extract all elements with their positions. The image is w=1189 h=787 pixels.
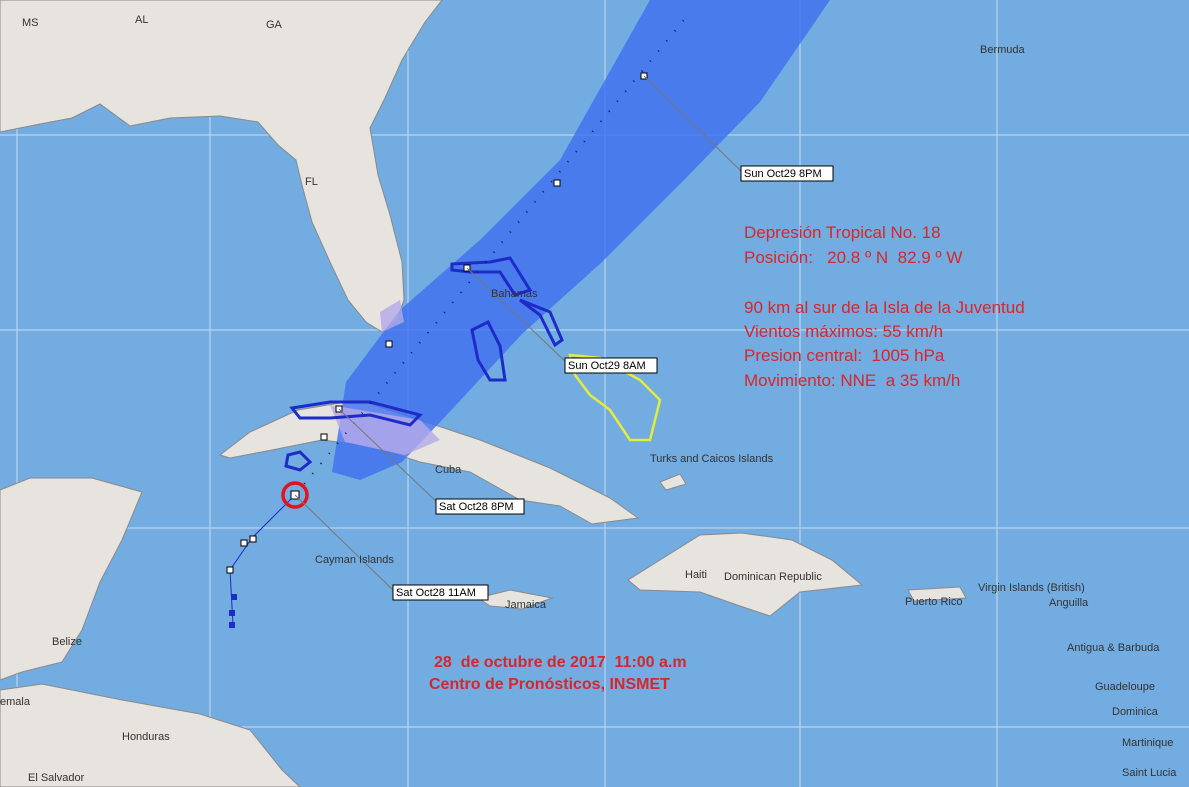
- place-label: emala: [0, 696, 31, 708]
- place-labels: MS AL GA Bermuda FL Bahamas Turks and Ca…: [0, 14, 1177, 784]
- place-label: Honduras: [122, 731, 170, 743]
- place-label: Bahamas: [491, 288, 538, 300]
- info-line: Depresión Tropical No. 18: [744, 223, 941, 242]
- track: [226, 14, 689, 628]
- info-line: Movimiento: NNE a 35 km/h: [744, 371, 960, 390]
- forecast-time-boxes: Sun Oct29 8PM Sun Oct29 8AM Sat Oct28 8P…: [392, 165, 834, 601]
- land: [0, 0, 967, 787]
- info-line: Vientos máximos: 55 km/h: [744, 322, 943, 341]
- forecast-time: Sat Oct28 8PM: [439, 501, 514, 513]
- info-line: Posición: 20.8 º N 82.9 º W: [744, 248, 962, 267]
- forecast-time: Sun Oct29 8AM: [568, 360, 646, 372]
- place-label: Guadeloupe: [1095, 681, 1155, 693]
- place-label: Belize: [52, 636, 82, 648]
- place-label: Cuba: [435, 464, 462, 476]
- footer-source: Centro de Pronósticos, INSMET: [429, 676, 670, 693]
- cone-over-land: [380, 300, 404, 332]
- place-label: Haiti: [685, 569, 707, 581]
- forecast-cone: [332, 0, 830, 480]
- cone-over-land: [330, 405, 440, 455]
- place-label: Turks and Caicos Islands: [650, 453, 774, 465]
- leader-lines: [294, 75, 743, 593]
- info-block: Depresión Tropical No. 18 Posición: 20.8…: [744, 223, 1025, 390]
- place-label: Cayman Islands: [315, 554, 394, 566]
- place-label: AL: [135, 14, 148, 26]
- place-label: Jamaica: [505, 599, 547, 611]
- warning-areas: [284, 256, 564, 472]
- place-label: El Salvador: [28, 772, 85, 784]
- info-line: Presion central: 1005 hPa: [744, 346, 945, 365]
- place-label: FL: [305, 176, 318, 188]
- place-label: Anguilla: [1049, 597, 1089, 609]
- place-label: Dominica: [1112, 706, 1159, 718]
- place-label: Puerto Rico: [905, 596, 962, 608]
- info-line: 90 km al sur de la Isla de la Juventud: [744, 298, 1025, 317]
- place-label: Saint Lucia: [1122, 767, 1177, 779]
- place-label: Martinique: [1122, 737, 1173, 749]
- forecast-time: Sat Oct28 11AM: [396, 587, 476, 599]
- place-label: Antigua & Barbuda: [1067, 642, 1160, 654]
- place-label: GA: [266, 19, 283, 31]
- place-label: Dominican Republic: [724, 571, 822, 583]
- place-label: MS: [22, 17, 39, 29]
- forecast-time: Sun Oct29 8PM: [744, 168, 822, 180]
- place-label: Bermuda: [980, 44, 1026, 56]
- place-label: Virgin Islands (British): [978, 582, 1085, 594]
- footer-date: 28 de octubre de 2017 11:00 a.m: [434, 654, 687, 671]
